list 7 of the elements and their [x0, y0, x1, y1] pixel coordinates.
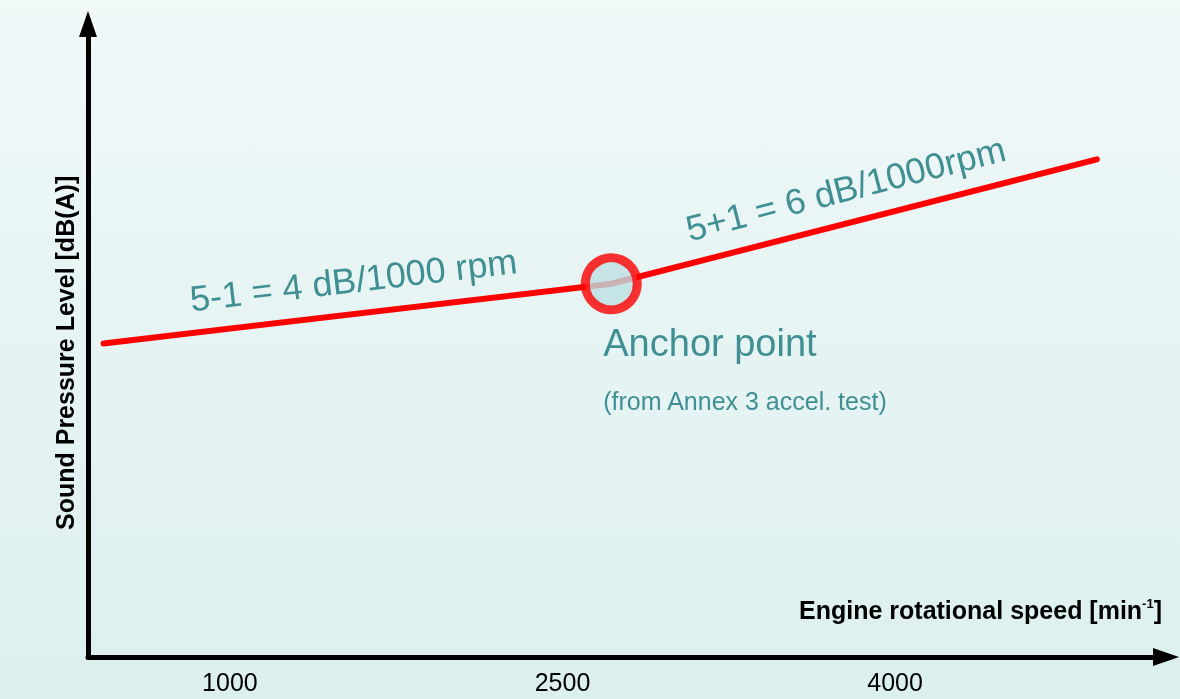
annotation: 5-1 = 4 dB/1000 rpm — [187, 240, 520, 320]
x-tick-label: 2500 — [534, 667, 591, 696]
x-tick-label: 4000 — [867, 667, 923, 696]
annotation: Anchor point — [603, 321, 818, 364]
y-axis-title: Sound Pressure Level [dB(A)] — [50, 175, 79, 530]
annotation: (from Annex 3 accel. test) — [603, 387, 887, 416]
x-tick-label: 1000 — [202, 667, 258, 696]
